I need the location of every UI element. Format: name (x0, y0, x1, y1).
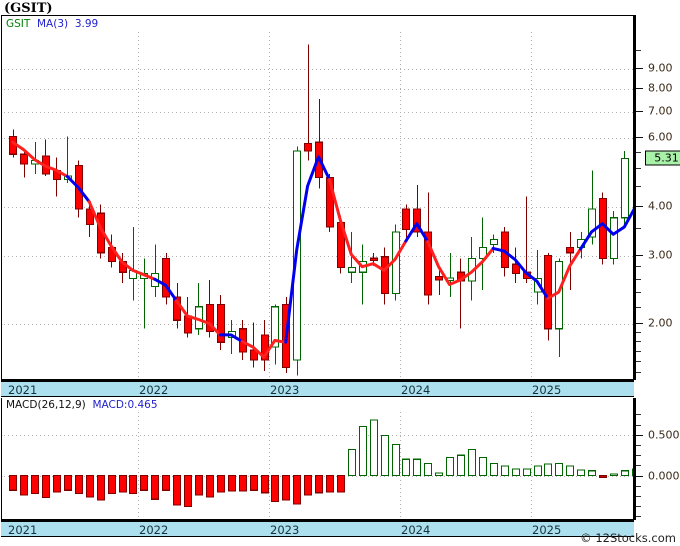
price-tick-label: 8.00 (648, 81, 673, 95)
macd-minor-tick (635, 496, 641, 497)
price-tick (634, 111, 643, 112)
price-tick-label: 3.00 (648, 248, 673, 262)
macd-minor-tick (635, 506, 641, 507)
watermark: © 12Stocks.com (580, 531, 676, 545)
price-tick (634, 323, 643, 324)
macd-minor-tick (635, 445, 641, 446)
year-label: 2023 (270, 383, 300, 397)
price-minor-tick (635, 50, 641, 51)
year-label: 2021 (8, 523, 38, 537)
year-label: 2025 (532, 523, 562, 537)
macd-legend-name: MACD(26,12,9) (6, 399, 86, 411)
year-label: 2024 (401, 383, 431, 397)
price-minor-tick (635, 186, 641, 187)
price-minor-tick (635, 152, 641, 153)
macd-minor-tick (635, 414, 641, 415)
year-label: 2025 (532, 383, 562, 397)
macd-legend: MACD(26,12,9) MACD:0.465 (6, 399, 158, 411)
macd-legend-value: MACD:0.465 (92, 399, 158, 411)
price-minor-tick (635, 341, 641, 342)
year-label: 2024 (401, 523, 431, 537)
macd-minor-tick (635, 425, 641, 426)
price-tick-label: 7.00 (648, 104, 673, 118)
price-legend: GSIT MA(3) 3.99 (6, 18, 98, 30)
macd-minor-tick (635, 486, 641, 487)
price-minor-tick (635, 332, 641, 333)
price-tick (634, 88, 643, 89)
price-minor-tick (635, 228, 641, 229)
macd-minor-tick (635, 455, 641, 456)
price-tick (634, 255, 643, 256)
price-tick-label: 6.00 (648, 130, 673, 144)
last-price-badge: 5.31 (645, 150, 680, 166)
price-minor-tick (635, 266, 641, 267)
macd-axis-line (634, 398, 636, 520)
price-axis-line (634, 15, 636, 380)
year-label: 2023 (270, 523, 300, 537)
price-plot-area (4, 32, 633, 379)
price-minor-tick (635, 372, 641, 373)
macd-minor-tick (635, 516, 641, 517)
year-label: 2022 (139, 523, 169, 537)
macd-tick (634, 435, 643, 436)
price-panel: GSIT MA(3) 3.99 9.00 8.00 7.00 6.00 4.00 3.00… (0, 15, 680, 380)
macd-panel: MACD(26,12,9) MACD:0.465 0.500 0.000 (0, 398, 680, 520)
price-tick (634, 206, 643, 207)
page-title: (GSIT) (4, 1, 53, 16)
macd-plot-area (4, 412, 633, 518)
price-minor-tick (635, 168, 641, 169)
price-axis: 9.00 8.00 7.00 6.00 4.00 3.00 2.00 5.31 (634, 15, 680, 380)
price-tick-label: 9.00 (648, 61, 673, 75)
price-tick-label: 4.00 (648, 199, 673, 213)
year-label: 2022 (139, 383, 169, 397)
price-minor-tick (635, 292, 641, 293)
price-tick (634, 68, 643, 69)
macd-axis: 0.500 0.000 (634, 398, 680, 520)
price-tick-label: 2.00 (648, 316, 673, 330)
legend-symbol: GSIT (6, 18, 31, 30)
date-axis-bottom: 2021 2022 2023 2024 2025 (1, 520, 634, 537)
price-minor-tick (635, 279, 641, 280)
year-label: 2021 (8, 383, 38, 397)
macd-minor-tick (635, 465, 641, 466)
legend-ma-value: 3.99 (74, 18, 99, 30)
macd-chart-frame: MACD(26,12,9) MACD:0.465 (1, 398, 634, 520)
date-axis-top: 2021 2022 2023 2024 2025 (1, 380, 634, 397)
macd-tick (634, 476, 643, 477)
price-tick (634, 137, 643, 138)
price-minor-tick (635, 351, 641, 352)
price-minor-tick (635, 361, 641, 362)
macd-tick-label: 0.000 (648, 469, 680, 483)
legend-ma-label: MA(3) (37, 18, 69, 30)
macd-tick-label: 0.500 (648, 428, 680, 442)
price-minor-tick (635, 307, 641, 308)
price-chart-frame: GSIT MA(3) 3.99 (1, 15, 634, 380)
